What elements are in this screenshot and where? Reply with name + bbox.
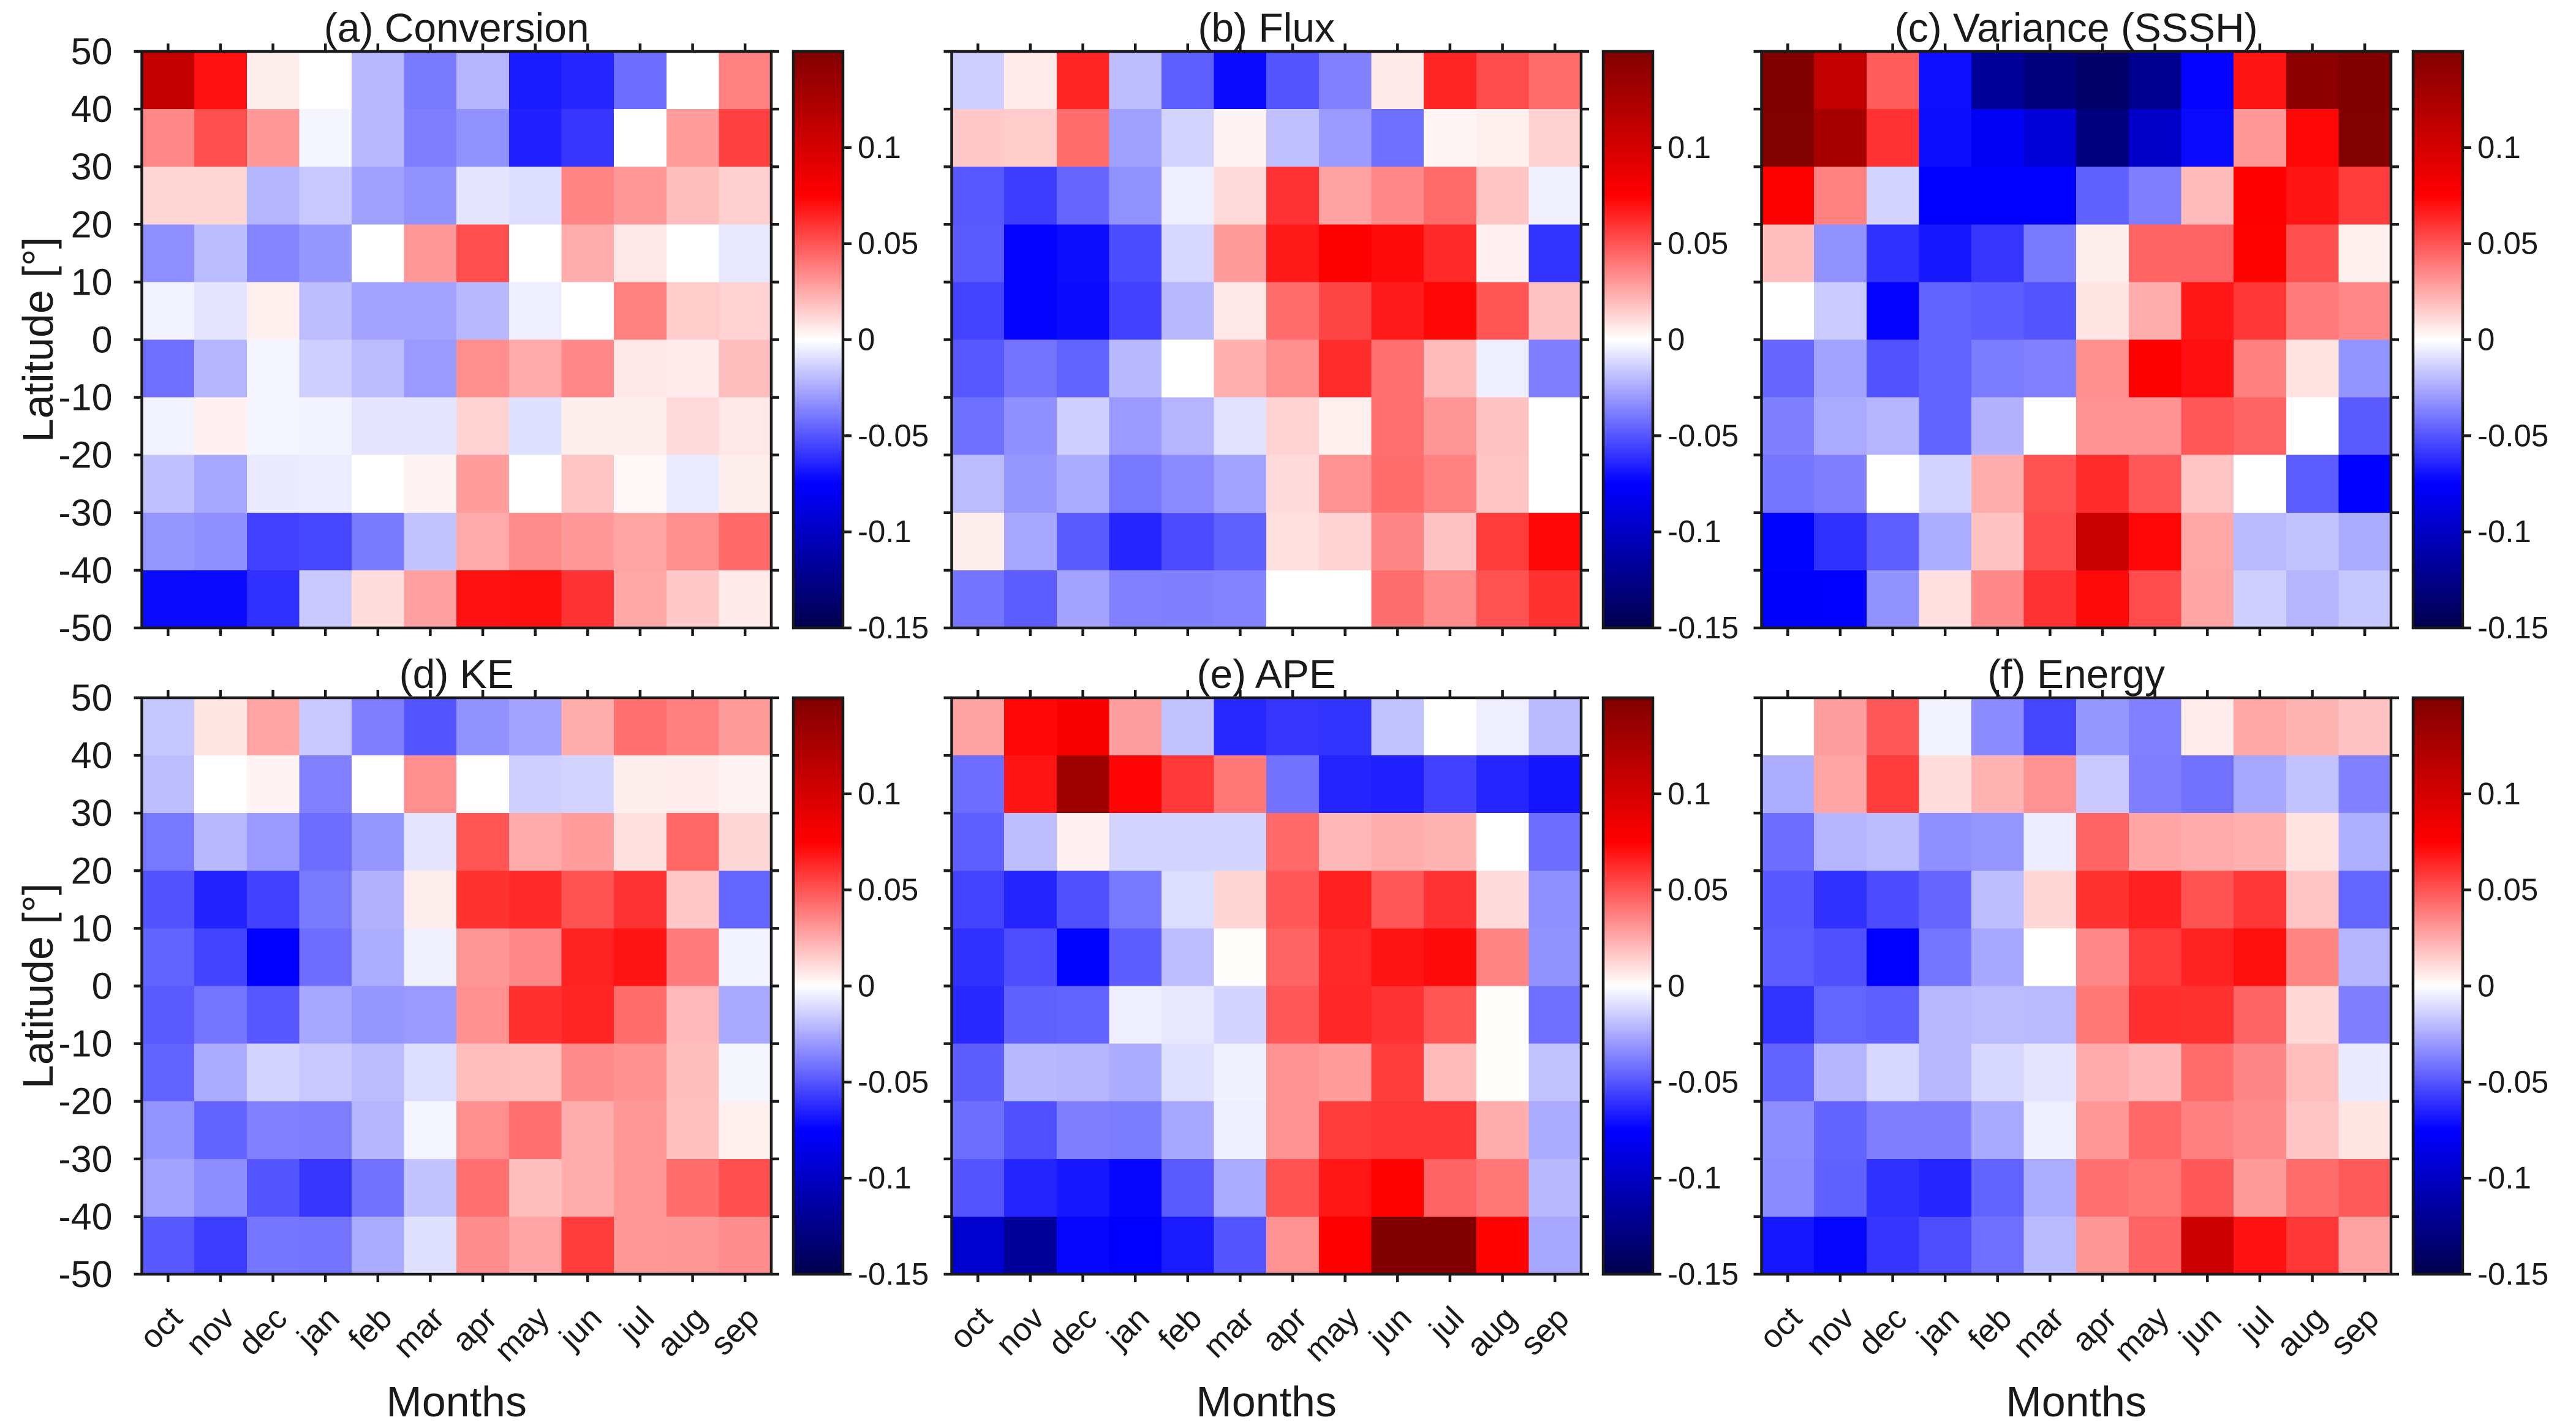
svg-text:-0.15: -0.15 xyxy=(858,1256,929,1291)
svg-text:-20: -20 xyxy=(58,434,112,476)
svg-text:-30: -30 xyxy=(58,492,112,534)
svg-text:0: 0 xyxy=(92,965,113,1007)
svg-text:-0.15: -0.15 xyxy=(1668,610,1739,645)
svg-text:Latitude [°]: Latitude [°] xyxy=(14,237,62,442)
svg-text:-30: -30 xyxy=(58,1138,112,1180)
svg-text:0.05: 0.05 xyxy=(2477,872,2538,907)
svg-text:Months: Months xyxy=(2006,1378,2147,1426)
svg-text:-0.15: -0.15 xyxy=(2477,610,2548,645)
svg-text:(f) Energy: (f) Energy xyxy=(1987,651,2165,697)
svg-text:-10: -10 xyxy=(58,1023,112,1065)
svg-text:-20: -20 xyxy=(58,1081,112,1122)
svg-text:-0.05: -0.05 xyxy=(1668,418,1739,453)
svg-text:-0.15: -0.15 xyxy=(1668,1256,1739,1291)
svg-text:-0.05: -0.05 xyxy=(2477,1064,2548,1099)
svg-text:0.1: 0.1 xyxy=(858,776,901,811)
svg-text:20: 20 xyxy=(71,203,113,245)
svg-text:Months: Months xyxy=(1196,1378,1337,1426)
svg-text:(c) Variance (SSSH): (c) Variance (SSSH) xyxy=(1895,5,2258,50)
svg-text:-50: -50 xyxy=(58,1253,112,1295)
svg-text:0: 0 xyxy=(2477,322,2495,357)
svg-text:-40: -40 xyxy=(58,1196,112,1237)
svg-text:0.05: 0.05 xyxy=(858,872,918,907)
svg-text:0: 0 xyxy=(858,322,875,357)
svg-text:-0.15: -0.15 xyxy=(858,610,929,645)
svg-text:10: 10 xyxy=(71,261,113,303)
svg-text:50: 50 xyxy=(71,677,113,719)
svg-text:0: 0 xyxy=(1668,969,1685,1003)
svg-text:-0.05: -0.05 xyxy=(1668,1064,1739,1099)
svg-text:-0.1: -0.1 xyxy=(2477,1160,2531,1195)
svg-text:-0.1: -0.1 xyxy=(1668,1160,1721,1195)
svg-text:-0.1: -0.1 xyxy=(858,514,912,549)
svg-text:0: 0 xyxy=(858,969,875,1003)
svg-text:40: 40 xyxy=(71,735,113,776)
svg-text:50: 50 xyxy=(71,31,113,72)
svg-text:10: 10 xyxy=(71,907,113,949)
svg-text:Months: Months xyxy=(386,1378,527,1426)
svg-text:-0.1: -0.1 xyxy=(1668,514,1721,549)
svg-text:0.1: 0.1 xyxy=(2477,130,2521,165)
svg-text:40: 40 xyxy=(71,88,113,130)
svg-text:-0.05: -0.05 xyxy=(2477,418,2548,453)
svg-text:0.05: 0.05 xyxy=(1668,226,1728,261)
svg-text:-40: -40 xyxy=(58,550,112,591)
svg-text:-0.15: -0.15 xyxy=(2477,1256,2548,1291)
svg-text:(b) Flux: (b) Flux xyxy=(1198,5,1335,50)
svg-text:(a) Conversion: (a) Conversion xyxy=(324,5,589,50)
svg-text:-50: -50 xyxy=(58,607,112,649)
svg-text:-0.05: -0.05 xyxy=(858,418,929,453)
svg-text:0: 0 xyxy=(1668,322,1685,357)
svg-text:-10: -10 xyxy=(58,377,112,418)
svg-text:-0.1: -0.1 xyxy=(858,1160,912,1195)
svg-text:30: 30 xyxy=(71,792,113,834)
svg-text:0.05: 0.05 xyxy=(858,226,918,261)
svg-text:-0.05: -0.05 xyxy=(858,1064,929,1099)
svg-text:30: 30 xyxy=(71,146,113,187)
svg-text:(d) KE: (d) KE xyxy=(399,651,514,697)
svg-text:0: 0 xyxy=(92,319,113,361)
svg-text:20: 20 xyxy=(71,850,113,891)
svg-text:-0.1: -0.1 xyxy=(2477,514,2531,549)
svg-text:0.1: 0.1 xyxy=(1668,776,1711,811)
svg-text:(e) APE: (e) APE xyxy=(1196,651,1335,697)
svg-text:0: 0 xyxy=(2477,969,2495,1003)
svg-text:0.1: 0.1 xyxy=(1668,130,1711,165)
svg-text:Latitude [°]: Latitude [°] xyxy=(14,883,62,1089)
svg-text:0.1: 0.1 xyxy=(2477,776,2521,811)
svg-text:0.05: 0.05 xyxy=(2477,226,2538,261)
svg-text:0.05: 0.05 xyxy=(1668,872,1728,907)
svg-text:0.1: 0.1 xyxy=(858,130,901,165)
